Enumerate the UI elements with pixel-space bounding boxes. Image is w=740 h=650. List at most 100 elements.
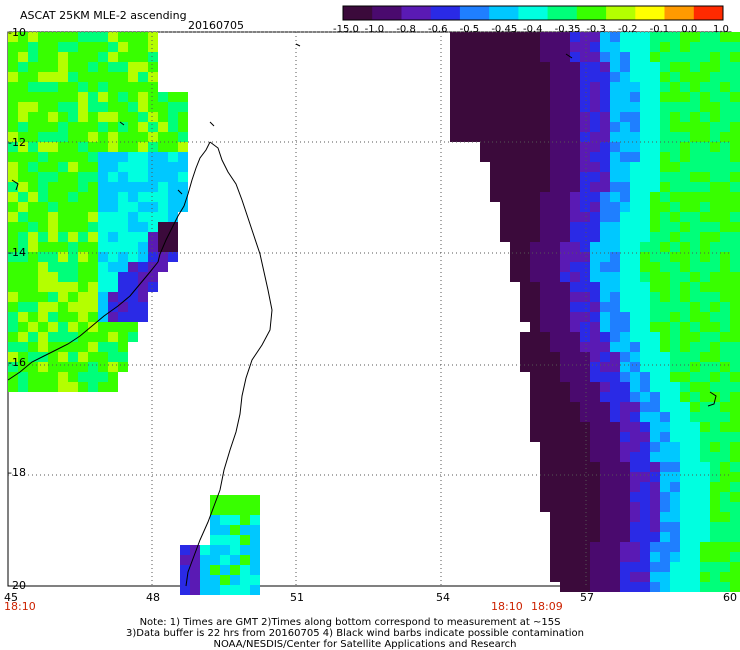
colorbar (342, 5, 724, 21)
colorbar-swatch (518, 6, 549, 20)
swath-cell (38, 282, 48, 292)
swath-cell (8, 172, 18, 182)
swath-cell (88, 262, 98, 272)
swath-cell (650, 172, 660, 182)
swath-cell (730, 432, 740, 442)
swath-cell (660, 62, 670, 72)
swath-cell (720, 522, 730, 532)
swath-cell (550, 522, 560, 532)
swath-cell (560, 492, 570, 502)
swath-cell (88, 242, 98, 252)
swath-cell (550, 32, 560, 42)
swath-cell (640, 562, 650, 572)
africa-coastline (7, 261, 159, 381)
swath-cell (630, 552, 640, 562)
swath-cell (710, 402, 720, 412)
swath-cell (58, 372, 68, 382)
swath-cell (710, 502, 720, 512)
swath-cell (700, 382, 710, 392)
swath-cell (680, 442, 690, 452)
swath-cell (590, 32, 600, 42)
swath-cell (660, 172, 670, 182)
swath-cell (530, 392, 540, 402)
swath-cell (38, 182, 48, 192)
swath-cell (730, 452, 740, 462)
swath-cell (650, 222, 660, 232)
swath-cell (58, 102, 68, 112)
swath-cell (620, 32, 630, 42)
swath-cell (580, 112, 590, 122)
swath-cell (138, 152, 148, 162)
swath-cell (8, 352, 18, 362)
swath-cell (190, 545, 200, 555)
swath-cell (98, 252, 108, 262)
swath-cell (690, 202, 700, 212)
swath-cell (88, 112, 98, 122)
swath-cell (158, 92, 168, 102)
swath-cell (690, 332, 700, 342)
swath-cell (710, 462, 720, 472)
swath-cell (530, 302, 540, 312)
swath-cell (620, 112, 630, 122)
swath-cell (98, 242, 108, 252)
swath-cell (710, 272, 720, 282)
swath-cell (580, 252, 590, 262)
colorbar-label: 1.0 (713, 24, 729, 35)
swath-cell (650, 252, 660, 262)
swath-cell (118, 262, 128, 272)
swath-cell (620, 252, 630, 262)
swath-cell (650, 362, 660, 372)
swath-cell (640, 42, 650, 52)
swath-cell (710, 112, 720, 122)
swath-cell (178, 132, 188, 142)
swath-cell (620, 42, 630, 52)
swath-cell (730, 152, 740, 162)
swath-cell (600, 32, 610, 42)
swath-cell (720, 212, 730, 222)
swath-cell (520, 182, 530, 192)
swath-cell (650, 262, 660, 272)
swath-cell (570, 432, 580, 442)
swath-cell (78, 312, 88, 322)
swath-cell (148, 92, 158, 102)
swath-cell (58, 252, 68, 262)
swath-cell (500, 182, 510, 192)
swath-cell (550, 62, 560, 72)
swath-cell (98, 52, 108, 62)
swath-cell (700, 422, 710, 432)
swath-cell (128, 142, 138, 152)
swath-cell (680, 242, 690, 252)
swath-cell (640, 502, 650, 512)
swath-cell (530, 332, 540, 342)
swath-cell (630, 152, 640, 162)
swath-cell (98, 122, 108, 132)
swath-cell (720, 572, 730, 582)
swath-cell (590, 162, 600, 172)
swath-cell (590, 432, 600, 442)
swath-cell (590, 332, 600, 342)
swath-cell (78, 102, 88, 112)
swath-cell (230, 565, 240, 575)
swath-cell (48, 312, 58, 322)
swath-cell (630, 392, 640, 402)
swath-cell (700, 192, 710, 202)
swath-cell (48, 332, 58, 342)
swath-cell (690, 422, 700, 432)
swath-cell (480, 52, 490, 62)
swath-cell (620, 312, 630, 322)
swath-cell (730, 72, 740, 82)
swath-cell (48, 242, 58, 252)
swath-cell (560, 352, 570, 362)
swath-cell (600, 72, 610, 82)
swath-cell (590, 192, 600, 202)
swath-cell (580, 222, 590, 232)
swath-cell (640, 222, 650, 232)
swath-cell (500, 32, 510, 42)
swath-cell (148, 192, 158, 202)
swath-cell (38, 92, 48, 102)
swath-cell (620, 562, 630, 572)
swath-cell (600, 122, 610, 132)
swath-cell (88, 332, 98, 342)
swath-cell (530, 212, 540, 222)
swath-cell (78, 212, 88, 222)
